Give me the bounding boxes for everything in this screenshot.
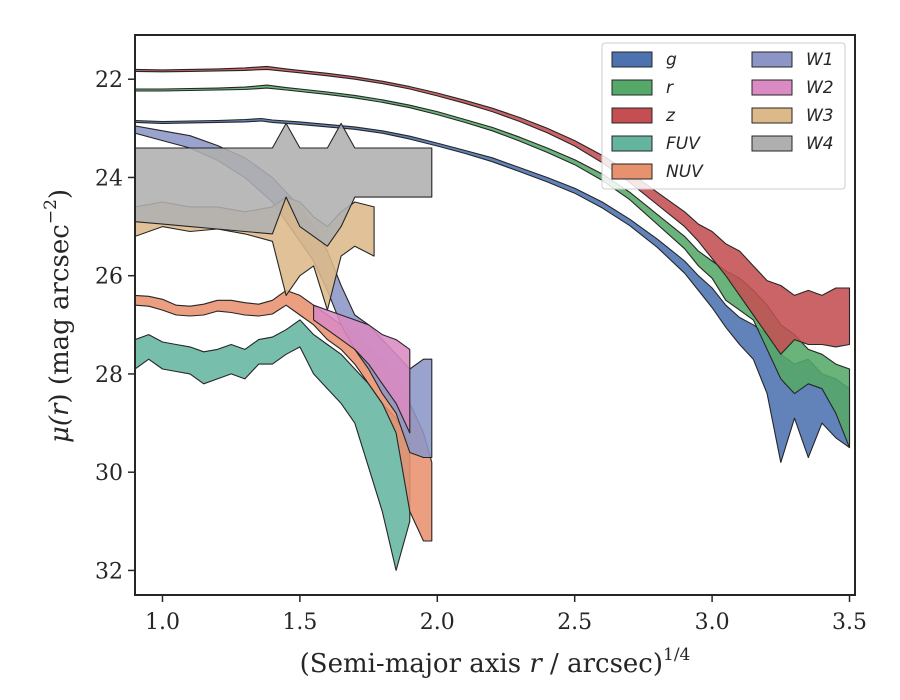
x-axis-title: (Semi-major axis r / arcsec)1/4 <box>300 645 691 679</box>
x-axis-title-mid: / arcsec) <box>542 649 663 679</box>
legend-swatch-fuv <box>611 135 653 152</box>
y-tick-label: 28 <box>95 363 123 388</box>
legend-label-g: g <box>666 50 677 70</box>
legend-swatch-w4 <box>751 135 793 152</box>
x-tick-label: 2.5 <box>557 610 592 635</box>
band-w4 <box>135 122 433 247</box>
x-tick-label: 1.5 <box>282 610 317 635</box>
y-tick-label: 30 <box>95 461 123 486</box>
x-axis-title-var: r <box>529 649 543 679</box>
y-tick-label: 22 <box>95 68 123 93</box>
legend-label-w4: W4 <box>806 134 834 154</box>
plot-area <box>135 65 851 571</box>
band-fuv <box>135 319 411 571</box>
legend-label-w1: W1 <box>806 50 834 70</box>
legend-label-nuv: NUV <box>666 162 704 182</box>
x-tick-label: 2.0 <box>420 610 455 635</box>
x-axis-title-main: (Semi-major axis <box>300 649 530 679</box>
legend-label-w2: W2 <box>806 78 834 98</box>
y-axis-title-main: μ( <box>45 415 75 443</box>
x-tick-label: 3.5 <box>832 610 867 635</box>
legend-label-w3: W3 <box>806 106 834 126</box>
legend-label-r: r <box>666 78 674 98</box>
legend-swatch-w1 <box>751 51 793 68</box>
legend-swatch-w2 <box>751 79 793 96</box>
legend-swatch-r <box>611 79 653 96</box>
x-tick-label: 3.0 <box>695 610 730 635</box>
band-w2 <box>313 304 411 434</box>
legend-swatch-nuv <box>611 163 653 180</box>
x-tick-label: 1.0 <box>145 610 180 635</box>
y-axis-title: μ(r) (mag arcsec−2) <box>41 189 75 443</box>
y-axis-title-end: ) (mag arcsec <box>45 224 75 403</box>
legend-swatch-z <box>611 107 653 124</box>
legend-swatch-w3 <box>751 107 793 124</box>
x-axis-title-sup: 1/4 <box>663 645 690 665</box>
legend-label-z: z <box>665 106 676 126</box>
axes-frame <box>134 34 856 596</box>
band-r <box>135 84 851 449</box>
band-z <box>135 65 851 355</box>
y-axis-title-close: ) <box>45 189 75 199</box>
bands <box>135 65 851 571</box>
legend: grz FUV NUV W1 W2 W3 W4 <box>601 42 846 190</box>
axes: 1.0 1.5 2.0 2.5 3.0 3.5 22 24 26 28 30 32 <box>95 34 867 635</box>
legend-label-fuv: FUV <box>666 134 701 154</box>
y-tick-label: 24 <box>95 166 123 191</box>
legend-swatch-g <box>611 51 653 68</box>
y-axis-title-sup: −2 <box>41 199 61 224</box>
y-tick-label: 26 <box>95 265 123 290</box>
y-tick-label: 32 <box>95 559 123 584</box>
y-axis-title-var: r <box>45 402 75 416</box>
